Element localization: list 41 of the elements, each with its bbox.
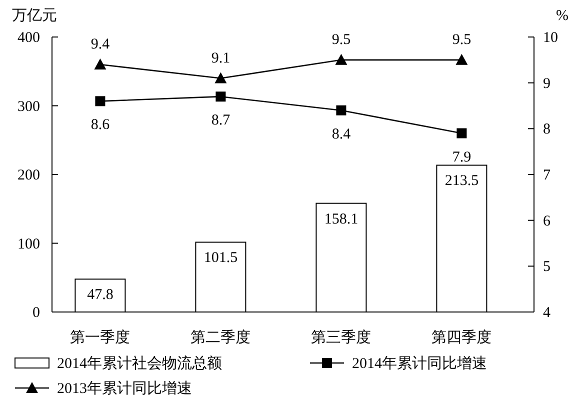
y2-tick-label: 7 [543, 168, 551, 184]
y-tick-label: 0 [32, 305, 40, 321]
point [456, 54, 468, 65]
y2-tick-label: 8 [543, 122, 550, 138]
data-label: 9.4 [90, 36, 110, 52]
data-label: 101.5 [204, 250, 238, 266]
point [214, 72, 227, 84]
data-label: 8.7 [211, 112, 231, 129]
y-tick-label: 200 [18, 168, 40, 184]
legend-label: 2013年累计同比增速 [57, 380, 192, 397]
data-label: 9.5 [452, 32, 472, 48]
x-tick-label: 第二季度 [190, 329, 251, 346]
point [335, 54, 348, 65]
y2-tick-label: 9 [543, 76, 550, 92]
y2-tick-label: 5 [543, 259, 550, 276]
y-tick-label: 300 [18, 98, 40, 115]
data-label: 8.6 [90, 117, 110, 134]
data-label: 47.8 [87, 287, 114, 304]
data-label: 213.5 [444, 173, 479, 190]
data-label: 9.5 [332, 32, 351, 48]
x-tick-label: 第四季度 [432, 329, 492, 346]
legend-label: 2014年累计社会物流总额 [57, 355, 222, 372]
y2-tick-label: 6 [543, 213, 551, 230]
x-tick-label: 第一季度 [70, 329, 130, 346]
data-label: 9.1 [211, 50, 230, 66]
point [94, 58, 106, 70]
y-tick-label: 100 [18, 236, 40, 252]
data-label: 8.4 [332, 126, 352, 142]
point [216, 92, 226, 102]
x-tick-label: 第三季度 [311, 329, 372, 346]
data-label: 7.9 [452, 149, 472, 166]
y2-tick-label: 4 [543, 305, 551, 321]
point [456, 128, 467, 138]
y2-axis-title: % [556, 8, 568, 24]
y2-tick-label: 10 [543, 30, 558, 46]
y-axis-title: 万亿元 [12, 8, 57, 24]
legend-label: 2014年累计同比增速 [352, 355, 487, 372]
y-tick-label: 400 [18, 30, 40, 46]
data-label: 158.1 [324, 211, 358, 228]
point [336, 105, 346, 116]
point [95, 96, 106, 106]
